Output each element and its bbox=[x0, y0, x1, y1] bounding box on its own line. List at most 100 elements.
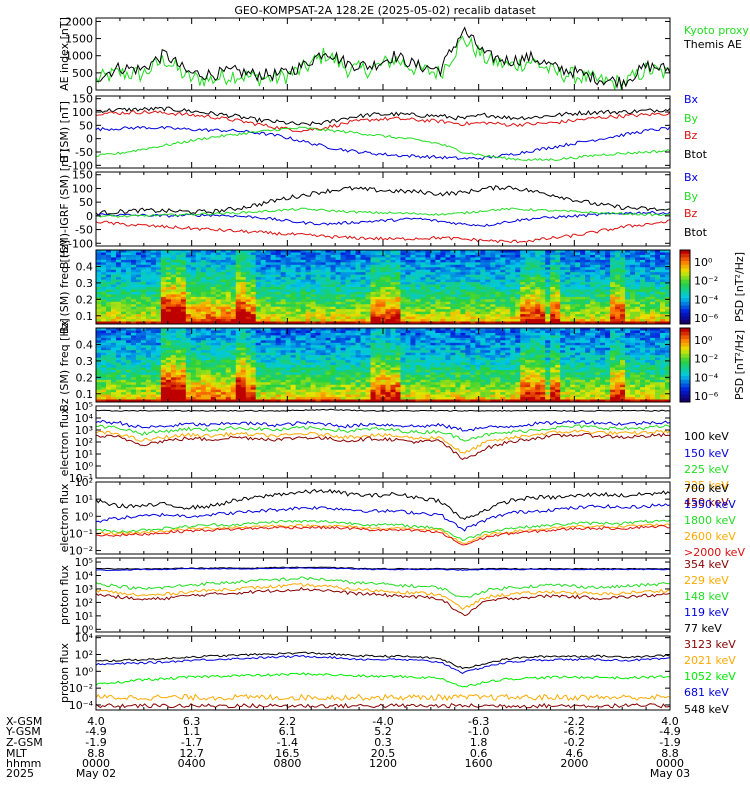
spectrogram-cell bbox=[290, 384, 297, 388]
spectrogram-cell bbox=[185, 355, 192, 358]
spectrogram-cell bbox=[470, 264, 476, 268]
spectrogram-cell bbox=[495, 279, 501, 283]
spectrogram-cell bbox=[240, 357, 247, 361]
spectrogram-cell bbox=[295, 296, 302, 300]
spectrogram-cell bbox=[435, 257, 441, 261]
spectrogram-cell bbox=[265, 267, 272, 271]
spectrogram-cell bbox=[260, 332, 267, 336]
spectrogram-cell bbox=[195, 277, 202, 280]
spectrogram-cell bbox=[535, 306, 541, 310]
spectrogram-cell bbox=[175, 309, 182, 313]
spectrogram-cell bbox=[135, 314, 142, 317]
spectrogram-cell bbox=[330, 321, 336, 325]
spectrogram-cell bbox=[220, 250, 227, 253]
spectrogram-cell bbox=[265, 311, 272, 315]
spectrogram-cell bbox=[540, 264, 546, 268]
spectrogram-cell bbox=[115, 279, 122, 283]
spectrogram-cell bbox=[660, 277, 666, 280]
spectrogram-cell bbox=[125, 369, 132, 373]
spectrogram-cell bbox=[525, 279, 531, 283]
spectrogram-cell bbox=[220, 274, 227, 278]
spectrogram-cell bbox=[200, 340, 207, 344]
spectrogram-cell bbox=[275, 374, 282, 378]
spectrogram-cell bbox=[180, 279, 187, 283]
spectrogram-cell bbox=[210, 355, 217, 358]
spectrogram-cell bbox=[360, 306, 366, 310]
spectrogram-cell bbox=[120, 284, 127, 288]
spectrogram-cell bbox=[655, 301, 661, 305]
spectrogram-cell bbox=[575, 252, 581, 256]
spectrogram-cell bbox=[355, 314, 361, 317]
spectrogram-cell bbox=[100, 282, 107, 285]
spectrogram-cell bbox=[240, 319, 247, 322]
spectrogram-cell bbox=[260, 264, 267, 268]
spectrogram-cell bbox=[280, 316, 287, 320]
series-line-Bz bbox=[95, 109, 671, 133]
spectrogram-cell bbox=[515, 282, 521, 285]
spectrogram-cell bbox=[155, 337, 162, 341]
spectrogram-cell bbox=[420, 272, 426, 276]
spectrogram-cell bbox=[125, 332, 132, 336]
spectrogram-cell bbox=[200, 287, 207, 290]
spectrogram-cell bbox=[250, 394, 257, 398]
spectrogram-cell bbox=[230, 321, 237, 325]
spectrogram-cell bbox=[645, 291, 651, 295]
spectrogram-cell bbox=[505, 314, 511, 317]
spectrogram-cell bbox=[145, 389, 152, 393]
spectrogram-cell bbox=[290, 254, 297, 258]
spectrogram-cell bbox=[435, 269, 441, 273]
spectrogram-cell bbox=[530, 301, 536, 305]
spectrogram-cell bbox=[295, 291, 302, 295]
spectrogram-cell bbox=[305, 277, 312, 280]
spectrogram-cell bbox=[325, 282, 331, 285]
spectrogram-cell bbox=[655, 291, 661, 295]
spectrogram-cell bbox=[135, 335, 142, 339]
spectrogram-cell bbox=[380, 282, 386, 285]
spectrogram-cell bbox=[100, 357, 107, 361]
spectrogram-cell bbox=[190, 282, 197, 285]
spectrogram-cell bbox=[445, 277, 451, 280]
spectrogram-cell bbox=[350, 319, 356, 322]
spectrogram-cell bbox=[405, 272, 411, 276]
spectrogram-cell bbox=[385, 321, 391, 325]
spectrogram-cell bbox=[105, 399, 112, 403]
spectrogram-cell bbox=[105, 374, 112, 378]
spectrogram-cell bbox=[225, 360, 232, 363]
spectrogram-cell bbox=[245, 328, 252, 331]
spectrogram-cell bbox=[195, 284, 202, 288]
spectrogram-cell bbox=[430, 316, 436, 320]
spectrogram-cell bbox=[205, 384, 212, 388]
spectrogram-cell bbox=[225, 384, 232, 388]
spectrogram-cell bbox=[185, 304, 192, 308]
spectrogram-cell bbox=[115, 355, 122, 358]
spectrogram-cell bbox=[525, 304, 531, 308]
spectrogram-cell bbox=[255, 392, 262, 395]
spectrogram-cell bbox=[640, 304, 646, 308]
spectrogram-cell bbox=[150, 262, 157, 266]
colorbar-segment bbox=[680, 305, 690, 310]
spectrogram-cell bbox=[270, 274, 277, 278]
spectrogram-cell bbox=[170, 372, 177, 376]
spectrogram-cell bbox=[125, 389, 132, 393]
spectrogram-cell bbox=[430, 252, 436, 256]
spectrogram-cell bbox=[585, 252, 591, 256]
spectrogram-cell bbox=[410, 250, 416, 253]
spectrogram-cell bbox=[520, 279, 526, 283]
spectrogram-cell bbox=[190, 250, 197, 253]
spectrogram-cell bbox=[640, 311, 646, 315]
spectrogram-cell bbox=[405, 282, 411, 285]
spectrogram-cell bbox=[305, 254, 312, 258]
spectrogram-cell bbox=[255, 311, 262, 315]
spectrogram-cell bbox=[170, 287, 177, 290]
spectrogram-cell bbox=[460, 319, 466, 322]
spectrogram-cell bbox=[410, 264, 416, 268]
spectrogram-cell bbox=[290, 267, 297, 271]
spectrogram-cell bbox=[315, 309, 322, 313]
spectrogram-cell bbox=[615, 316, 621, 320]
spectrogram-cell bbox=[640, 309, 646, 313]
spectrogram-cell bbox=[495, 306, 501, 310]
spectrogram-cell bbox=[540, 259, 546, 263]
spectrogram-cell bbox=[115, 360, 122, 363]
spectrogram-cell bbox=[280, 269, 287, 273]
spectrogram-cell bbox=[610, 267, 616, 271]
